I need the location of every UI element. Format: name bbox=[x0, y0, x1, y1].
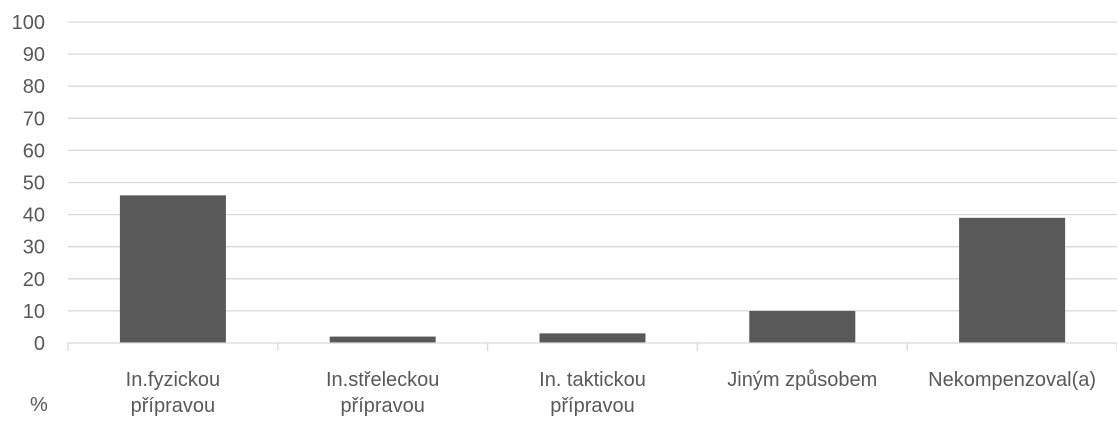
y-tick-label: 30 bbox=[23, 237, 45, 259]
y-tick-label: 70 bbox=[23, 108, 45, 130]
y-tick-label: 90 bbox=[23, 44, 45, 66]
y-tick-label: 20 bbox=[23, 269, 45, 291]
x-category-label: Nekompenzoval(a) bbox=[928, 369, 1096, 391]
bar bbox=[119, 195, 226, 343]
y-tick-label: 10 bbox=[23, 301, 45, 323]
y-axis-unit-label: % bbox=[30, 394, 48, 416]
y-tick-label: 0 bbox=[34, 333, 45, 355]
bar bbox=[959, 217, 1066, 343]
y-tick-label: 100 bbox=[12, 12, 45, 34]
x-category-label: přípravou bbox=[550, 395, 635, 417]
bar bbox=[329, 336, 436, 343]
y-tick-label: 80 bbox=[23, 76, 45, 98]
y-tick-label: 60 bbox=[23, 140, 45, 162]
bar bbox=[539, 333, 646, 343]
x-category-label: přípravou bbox=[340, 395, 425, 417]
bar bbox=[749, 310, 856, 343]
x-category-label: In.střeleckou bbox=[326, 369, 439, 391]
x-category-label: In. taktickou bbox=[539, 369, 646, 391]
x-category-label: Jiným způsobem bbox=[727, 369, 877, 391]
x-category-label: In.fyzickou bbox=[126, 369, 220, 391]
y-tick-label: 40 bbox=[23, 205, 45, 227]
x-category-label: přípravou bbox=[131, 395, 216, 417]
y-tick-label: 50 bbox=[23, 173, 45, 195]
